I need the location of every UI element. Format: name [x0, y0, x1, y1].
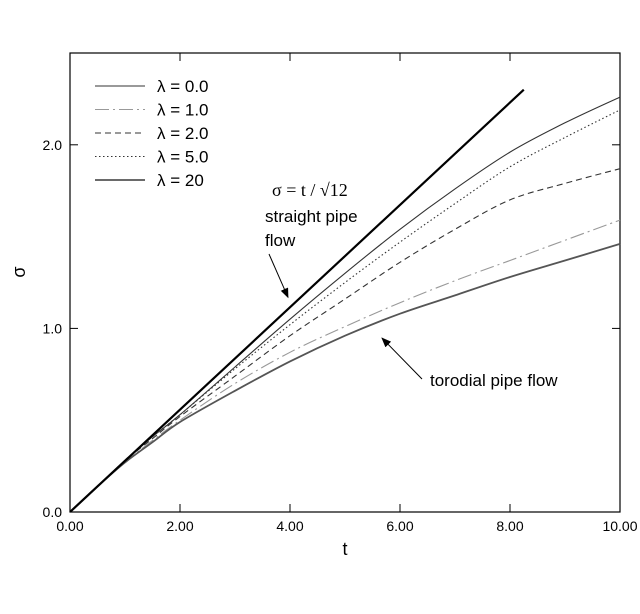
x-tick-label: 6.00: [386, 518, 413, 534]
legend-label: λ = 5.0: [157, 148, 209, 167]
series-line-3: [69, 109, 621, 513]
x-tick-label: 4.00: [276, 518, 303, 534]
legend: λ = 0.0 λ = 1.0 λ = 2.0 λ = 5.0 λ = 20: [95, 77, 209, 190]
legend-label: λ = 20: [157, 171, 204, 190]
straight-label-line1: straight pipe: [265, 207, 358, 226]
series-line-4: [69, 243, 621, 513]
annotations: σ = t / √12 straight pipe flow torodial pip…: [265, 180, 558, 390]
series-line-0: [69, 96, 621, 513]
legend-label: λ = 1.0: [157, 101, 209, 120]
straight-label-line2: flow: [265, 231, 296, 250]
x-tick-label: 2.00: [166, 518, 193, 534]
straight-formula-label: σ = t / √12: [272, 180, 348, 200]
x-tick-label: 10.00: [602, 518, 637, 534]
series-line-5: [69, 88, 525, 513]
legend-label: λ = 0.0: [157, 77, 209, 96]
y-tick-label: 0.0: [43, 504, 63, 520]
x-tick-label: 8.00: [496, 518, 523, 534]
series-line-1: [69, 219, 621, 513]
straight-annotation-arrow: [268, 253, 289, 299]
plot-frame: [69, 52, 621, 513]
data-series: [69, 88, 621, 513]
torodial-label: torodial pipe flow: [430, 371, 558, 390]
y-tick-label: 1.0: [43, 320, 63, 336]
y-tick-label: 2.0: [43, 137, 63, 153]
torodial-annotation-arrow: [381, 337, 423, 380]
legend-label: λ = 2.0: [157, 124, 209, 143]
axis-ticks: 0.00 2.00 4.00 6.00 8.00 10.00 0.0 1.0 2.0: [43, 53, 638, 534]
y-axis-label: σ: [9, 266, 29, 277]
x-tick-label: 0.00: [56, 518, 83, 534]
x-axis-label: t: [342, 539, 347, 559]
